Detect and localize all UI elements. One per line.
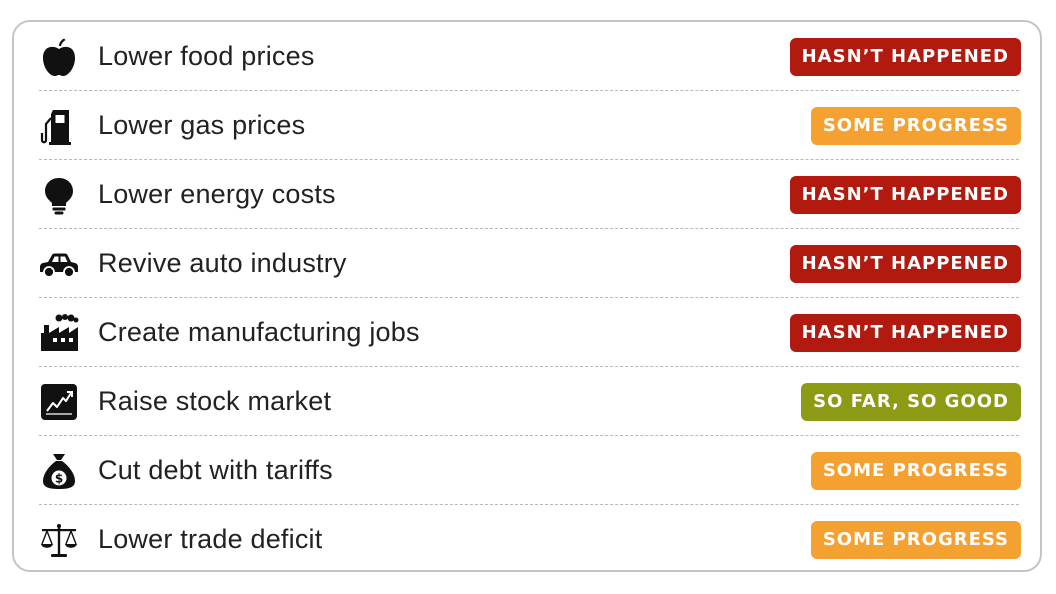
promise-row-debt-tariffs: $ Cut debt with tariffs SOME PROGRESS: [39, 436, 1021, 505]
status-badge: SOME PROGRESS: [810, 451, 1021, 490]
factory-icon: [39, 313, 79, 353]
scales-icon: [39, 520, 79, 560]
status-badge: SOME PROGRESS: [810, 106, 1021, 145]
gas-pump-icon: [39, 106, 79, 146]
promise-row-energy-costs: Lower energy costs HASN’T HAPPENED: [39, 160, 1021, 229]
promise-label: Lower energy costs: [98, 178, 336, 209]
promise-row-auto-industry: Revive auto industry HASN’T HAPPENED: [39, 229, 1021, 298]
promise-label: Raise stock market: [98, 385, 332, 416]
status-badge: SO FAR, SO GOOD: [801, 382, 1021, 421]
promises-tracker-card: Lower food prices HASN’T HAPPENED Lower …: [12, 20, 1042, 572]
promise-row-gas-prices: Lower gas prices SOME PROGRESS: [39, 91, 1021, 160]
promise-label: Cut debt with tariffs: [98, 454, 333, 485]
promise-row-food-prices: Lower food prices HASN’T HAPPENED: [39, 22, 1021, 91]
promise-label: Revive auto industry: [98, 247, 347, 278]
promise-label: Lower trade deficit: [98, 523, 323, 554]
promise-label: Lower food prices: [98, 40, 315, 71]
promise-row-manufacturing-jobs: Create manufacturing jobs HASN’T HAPPENE…: [39, 298, 1021, 367]
car-icon: [39, 244, 79, 284]
status-badge: HASN’T HAPPENED: [789, 37, 1021, 76]
status-badge: HASN’T HAPPENED: [789, 175, 1021, 214]
promise-row-stock-market: Raise stock market SO FAR, SO GOOD: [39, 367, 1021, 436]
status-badge: HASN’T HAPPENED: [789, 313, 1021, 352]
status-badge: SOME PROGRESS: [810, 520, 1021, 559]
stock-chart-icon: [39, 382, 79, 422]
money-bag-icon: $: [39, 451, 79, 491]
lightbulb-icon: [39, 175, 79, 215]
promise-label: Lower gas prices: [98, 109, 306, 140]
status-badge: HASN’T HAPPENED: [789, 244, 1021, 283]
svg-text:$: $: [55, 471, 63, 485]
promise-row-trade-deficit: Lower trade deficit SOME PROGRESS: [39, 505, 1021, 574]
promise-label: Create manufacturing jobs: [98, 316, 420, 347]
apple-icon: [39, 37, 79, 77]
